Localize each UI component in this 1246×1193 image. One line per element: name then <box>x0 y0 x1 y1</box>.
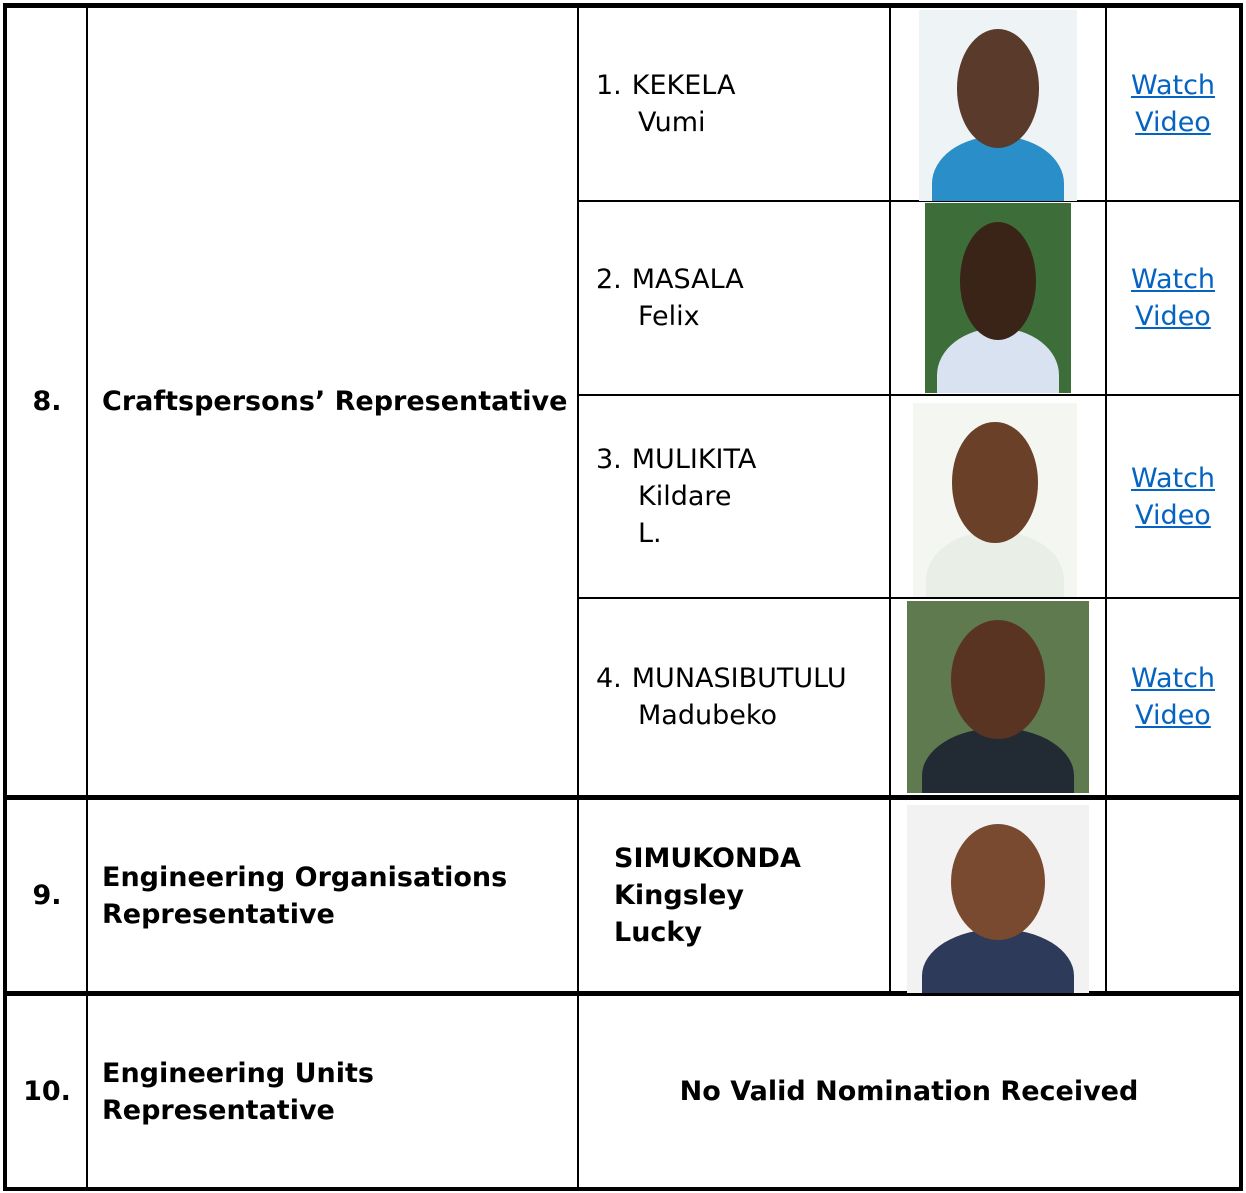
row-divider <box>3 795 1243 800</box>
name-line: Felix <box>638 301 700 332</box>
position-line: Engineering Organisations <box>102 861 508 893</box>
border-bottom <box>3 1187 1243 1191</box>
candidate-name: 4. MUNASIBUTULU Madubeko <box>596 599 886 795</box>
photo-head <box>952 422 1038 543</box>
row-line <box>578 597 1241 599</box>
name-line: 4. MUNASIBUTULU <box>596 660 886 697</box>
candidate-photo <box>925 203 1071 393</box>
name-line: Vumi <box>638 107 706 138</box>
candidate-index: 3. <box>596 444 622 475</box>
name-text: MULIKITA <box>631 444 757 475</box>
position-line: Engineering Units <box>102 1057 374 1089</box>
watch-video-link[interactable]: Watch Video <box>1130 462 1216 531</box>
position-cell: Engineering Units Representative <box>102 996 572 1187</box>
row-line <box>578 394 1241 396</box>
col-line <box>86 3 88 1191</box>
photo-head <box>960 222 1036 340</box>
border-right <box>1239 3 1243 1191</box>
photo-head <box>950 620 1046 740</box>
row-line <box>578 200 1241 202</box>
position-cell: Engineering Organisations Representative <box>102 800 572 991</box>
border-left <box>3 3 7 1191</box>
row-number: 9. <box>32 880 62 911</box>
candidate-photo <box>907 805 1089 993</box>
candidate-photo <box>913 403 1077 597</box>
position-cell: Craftspersons’ Representative <box>102 8 572 795</box>
name-line: SIMUKONDA <box>614 843 801 874</box>
name-line: Kingsley <box>614 880 744 911</box>
name-text: MUNASIBUTULU <box>631 663 847 694</box>
candidate-index: 4. <box>596 663 622 694</box>
name-line: 1. KEKELA <box>596 67 886 104</box>
name-text: MASALA <box>631 264 744 295</box>
name-line: Kildare <box>638 481 732 512</box>
name-line: Madubeko <box>638 700 778 731</box>
candidate-index: 2. <box>596 264 622 295</box>
watch-video-link[interactable]: Watch Video <box>1130 663 1216 731</box>
name-line: 2. MASALA <box>596 261 886 298</box>
col-line <box>1105 3 1107 995</box>
candidate-name: 3. MULIKITA Kildare L. <box>596 396 886 597</box>
position-line: Representative <box>102 1094 335 1126</box>
name-line: 3. MULIKITA <box>596 441 886 478</box>
row-divider <box>3 991 1243 996</box>
border-top <box>3 3 1243 8</box>
candidate-photo <box>907 601 1089 793</box>
name-line: L. <box>638 518 662 549</box>
note: No Valid Nomination Received <box>679 1076 1139 1107</box>
col-line <box>889 3 891 995</box>
candidate-photo <box>919 10 1077 201</box>
photo-head <box>956 29 1040 148</box>
candidate-name: SIMUKONDA Kingsley Lucky <box>614 800 904 991</box>
position-line: Craftspersons’ Representative <box>102 386 568 417</box>
candidate-name: 1. KEKELA Vumi <box>596 8 886 200</box>
row-number: 10. <box>23 1076 71 1107</box>
name-text: KEKELA <box>631 70 736 101</box>
row-number: 8. <box>32 386 62 417</box>
candidate-name: 2. MASALA Felix <box>596 202 886 394</box>
watch-video-link[interactable]: Watch Video <box>1130 264 1216 332</box>
photo-head <box>950 823 1046 941</box>
name-line: Lucky <box>614 917 702 948</box>
watch-video-link[interactable]: Watch Video <box>1130 70 1216 138</box>
candidate-index: 1. <box>596 70 622 101</box>
position-line: Representative <box>102 898 335 930</box>
